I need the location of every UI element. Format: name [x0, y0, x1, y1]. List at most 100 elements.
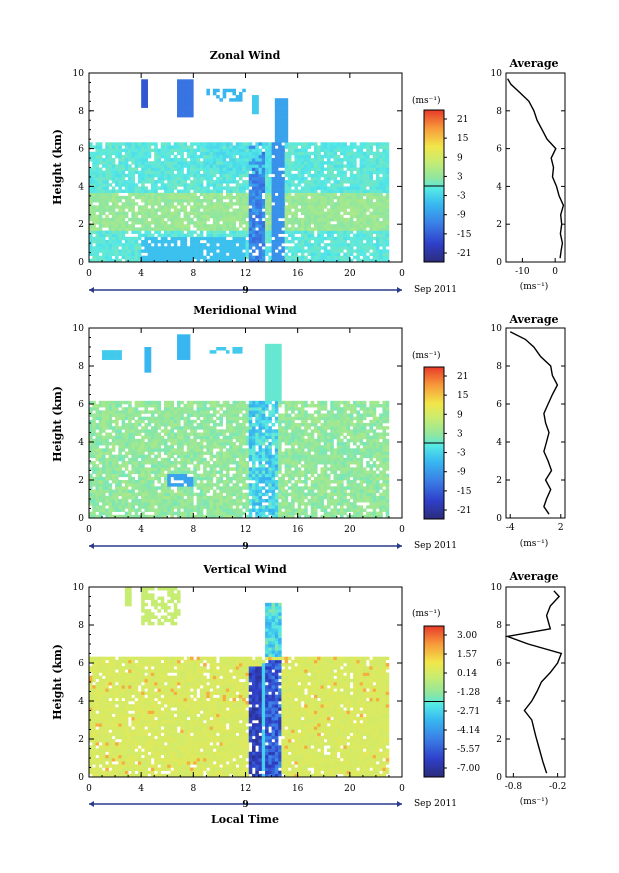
heatmap-cell — [340, 180, 344, 184]
heatmap-cell — [92, 186, 96, 190]
heatmap-cell — [330, 199, 334, 203]
heatmap-cell — [310, 505, 315, 509]
heatmap-cell — [323, 214, 328, 219]
heatmap-cell — [235, 164, 240, 168]
heatmap-cell — [177, 236, 181, 241]
heatmap-cell — [203, 208, 207, 212]
heatmap-cell — [225, 499, 230, 503]
heatmap-cell — [372, 464, 377, 468]
heatmap-cell — [183, 158, 188, 162]
heatmap-cell — [92, 480, 96, 484]
heatmap-cell — [336, 461, 341, 465]
heatmap-cell — [137, 195, 142, 200]
heatmap-cell — [242, 189, 246, 193]
heatmap-cell — [177, 508, 181, 512]
heatmap-cell — [261, 470, 266, 474]
heatmap-cell — [147, 483, 152, 487]
heatmap-cell — [160, 211, 165, 216]
heatmap-cell — [98, 454, 103, 459]
heatmap-cell — [340, 243, 344, 247]
heatmap-cell — [349, 495, 354, 500]
heatmap-cell — [278, 252, 282, 256]
heatmap-cell — [167, 205, 171, 209]
heatmap-cell — [238, 255, 243, 260]
heatmap-cell — [232, 255, 237, 260]
heatmap-cell — [317, 221, 321, 225]
heatmap-cell — [323, 252, 328, 256]
heatmap-cell — [229, 255, 233, 260]
heatmap-cell — [154, 142, 158, 146]
heatmap-cell — [317, 214, 321, 219]
heatmap-cell — [340, 249, 344, 253]
heatmap-cell — [320, 473, 325, 478]
heatmap-cell — [225, 189, 230, 193]
heatmap-cell — [242, 183, 246, 187]
heatmap-cell — [212, 236, 217, 241]
heatmap-cell — [105, 180, 109, 184]
heatmap-cell — [89, 199, 93, 203]
heatmap-cell — [219, 148, 223, 153]
heatmap-cell — [369, 180, 373, 184]
heatmap-cell — [291, 230, 295, 234]
heatmap-cell — [124, 464, 129, 468]
heatmap-cell — [232, 164, 237, 168]
heatmap-cell — [95, 214, 100, 219]
heatmap-cell — [235, 161, 240, 165]
heatmap-cell — [186, 221, 191, 225]
heatmap-cell — [235, 233, 240, 238]
heatmap-cell — [137, 189, 142, 193]
heatmap-cell — [323, 173, 328, 178]
heatmap-cell — [229, 148, 233, 153]
heatmap-cell — [141, 258, 145, 263]
heatmap-cell — [268, 161, 272, 165]
heatmap-cell — [235, 180, 240, 184]
heatmap-cell — [115, 486, 119, 490]
heatmap-cell — [304, 211, 308, 216]
heatmap-cell — [216, 151, 220, 156]
heatmap-cell — [271, 454, 276, 459]
heatmap-cell — [190, 233, 194, 238]
heatmap-cell — [336, 239, 341, 244]
heatmap-cell — [271, 176, 276, 181]
heatmap-cell — [121, 202, 126, 206]
heatmap-cell — [147, 489, 152, 493]
heatmap-cell — [333, 464, 338, 468]
heatmap-cell — [203, 199, 207, 203]
heatmap-cell — [340, 217, 344, 222]
heatmap-cell — [206, 508, 210, 512]
heatmap-cell — [320, 224, 325, 228]
heatmap-cell — [160, 473, 165, 478]
heatmap-cell — [333, 499, 338, 503]
heatmap-cell — [248, 258, 253, 263]
heatmap-cell — [163, 224, 168, 228]
heatmap-cell — [102, 199, 106, 203]
colorbar-unit: (ms⁻¹) — [412, 95, 441, 106]
heatmap-cell — [268, 183, 272, 187]
heatmap-cell — [232, 476, 237, 481]
heatmap-cell — [222, 180, 227, 184]
heatmap-cell — [291, 183, 295, 187]
heatmap-cell — [157, 205, 162, 209]
heatmap-cell — [320, 214, 325, 219]
heatmap-cell — [105, 167, 109, 171]
heatmap-cell — [284, 495, 289, 500]
heatmap-cell — [362, 170, 367, 175]
heatmap-cell — [115, 239, 119, 244]
heatmap-cell — [167, 145, 171, 149]
heatmap-cell — [196, 154, 201, 159]
heatmap-cell — [137, 473, 142, 478]
heatmap-cell — [222, 499, 227, 503]
heatmap-cell — [278, 239, 282, 244]
heatmap-cell — [147, 514, 152, 519]
heatmap-cell — [317, 158, 321, 162]
heatmap-cell — [366, 486, 370, 490]
heatmap-cell — [137, 236, 142, 241]
heatmap-cell — [115, 480, 119, 484]
heatmap-cell — [271, 255, 276, 260]
heatmap-cell — [180, 495, 184, 500]
heatmap-cell — [242, 480, 246, 484]
heatmap-cell — [144, 221, 148, 225]
heatmap-cell — [238, 492, 243, 497]
heatmap-cell — [385, 454, 390, 459]
heatmap-cell — [124, 258, 129, 263]
